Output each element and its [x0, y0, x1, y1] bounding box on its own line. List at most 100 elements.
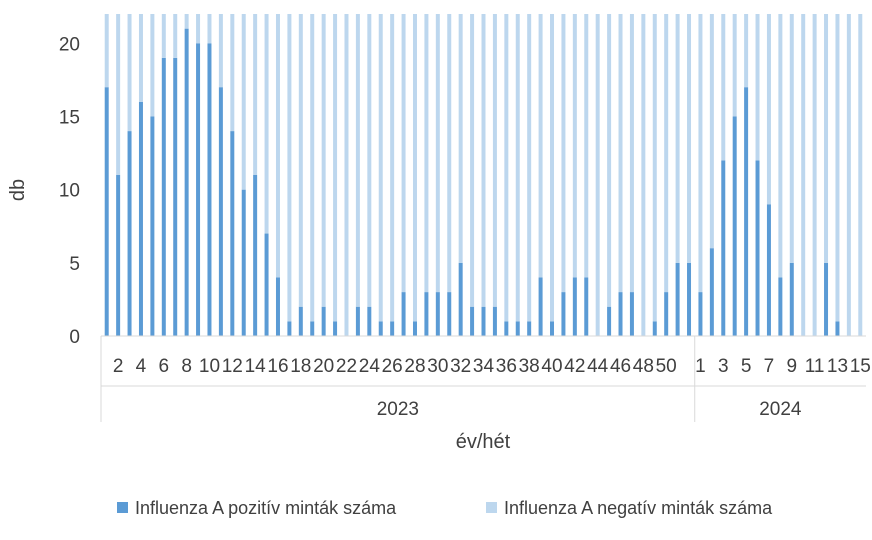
y-tick-label: 0: [69, 327, 80, 348]
x-tick-label: 30: [427, 356, 448, 377]
bar-negative: [378, 14, 383, 322]
bar-positive: [778, 277, 783, 336]
bar-negative: [458, 14, 463, 263]
bar-negative: [584, 14, 589, 278]
bar-negative: [652, 14, 657, 322]
x-tick-label: 32: [450, 356, 471, 377]
y-axis-ticks: 0 5 10 15 20: [59, 34, 80, 348]
bar-negative: [709, 14, 714, 249]
bar-positive: [675, 262, 680, 336]
bar-negative: [641, 14, 646, 336]
bar-positive: [196, 43, 201, 336]
bar-negative: [435, 14, 440, 293]
bar-positive: [744, 87, 749, 336]
bar-negative: [138, 14, 143, 102]
x-tick-label: 1: [695, 356, 706, 377]
x-tick-label: 22: [336, 356, 357, 377]
bar-negative: [778, 14, 783, 278]
x-tick-label: 48: [633, 356, 654, 377]
x-tick-label: 34: [473, 356, 495, 377]
bar-positive: [618, 292, 623, 336]
bar-positive: [447, 292, 452, 336]
x-tick-label: 36: [496, 356, 517, 377]
x-tick-label: 42: [564, 356, 585, 377]
x-tick-label: 46: [610, 356, 631, 377]
bar-positive: [584, 277, 589, 336]
bar-negative: [538, 14, 543, 278]
bar-negative: [664, 14, 669, 293]
bar-negative: [595, 14, 600, 336]
bar-positive: [515, 321, 520, 336]
bar-negative: [675, 14, 680, 263]
x-tick-label: 18: [290, 356, 311, 377]
bars: [104, 14, 863, 337]
bar-negative: [321, 14, 326, 307]
bar-negative: [390, 14, 395, 322]
x-tick-label: 12: [222, 356, 243, 377]
x-tick-label: 2: [113, 356, 124, 377]
bar-negative: [561, 14, 566, 293]
bar-positive: [709, 248, 714, 336]
bar-negative: [687, 14, 692, 263]
x-tick-label: 20: [313, 356, 334, 377]
bar-negative: [344, 14, 349, 336]
bar-negative: [298, 14, 303, 307]
x-group-label: 2023: [377, 399, 419, 420]
bar-positive: [173, 57, 178, 337]
bar-positive: [207, 43, 212, 336]
x-tick-label: 16: [267, 356, 288, 377]
bar-negative: [812, 14, 817, 336]
bar-negative: [230, 14, 235, 132]
bar-negative: [572, 14, 577, 278]
bar-negative: [732, 14, 737, 117]
bar-negative: [127, 14, 132, 132]
bar-negative: [104, 14, 109, 88]
bar-negative: [607, 14, 612, 307]
bar-positive: [333, 321, 338, 336]
bar-negative: [333, 14, 338, 322]
bar-negative: [207, 14, 212, 44]
legend-label: Influenza A pozitív minták száma: [135, 498, 397, 518]
bar-negative: [287, 14, 292, 322]
bar-negative: [744, 14, 749, 88]
x-tick-label: 13: [827, 356, 848, 377]
bar-negative: [789, 14, 794, 263]
bar-negative: [846, 14, 851, 336]
bar-positive: [401, 292, 406, 336]
x-tick-label: 26: [382, 356, 403, 377]
x-axis-title: év/hét: [456, 431, 511, 453]
bar-positive: [424, 292, 429, 336]
bar-positive: [253, 175, 258, 336]
legend-label: Influenza A negatív minták száma: [504, 498, 773, 518]
bar-positive: [458, 262, 463, 336]
bar-negative: [470, 14, 475, 307]
bar-negative: [310, 14, 315, 322]
x-tick-label: 50: [656, 356, 677, 377]
bar-positive: [104, 87, 109, 336]
bar-positive: [390, 321, 395, 336]
bar-negative: [275, 14, 280, 278]
bar-positive: [184, 28, 189, 337]
bar-negative: [835, 14, 840, 322]
bar-positive: [275, 277, 280, 336]
y-tick-label: 20: [59, 34, 80, 55]
bar-negative: [424, 14, 429, 293]
x-tick-label: 38: [519, 356, 540, 377]
bar-negative: [401, 14, 406, 293]
bar-positive: [230, 131, 235, 336]
bar-negative: [161, 14, 166, 58]
y-tick-label: 5: [69, 254, 80, 275]
bar-positive: [504, 321, 509, 336]
bar-positive: [687, 262, 692, 336]
bar-positive: [561, 292, 566, 336]
x-tick-label: 11: [805, 356, 825, 377]
bar-positive: [766, 204, 771, 336]
bar-negative: [801, 14, 806, 336]
legend: Influenza A pozitív minták száma Influenz…: [117, 498, 773, 518]
bar-positive: [698, 292, 703, 336]
bar-positive: [652, 321, 657, 336]
x-tick-label: 15: [850, 356, 871, 377]
x-tick-label: 5: [741, 356, 752, 377]
